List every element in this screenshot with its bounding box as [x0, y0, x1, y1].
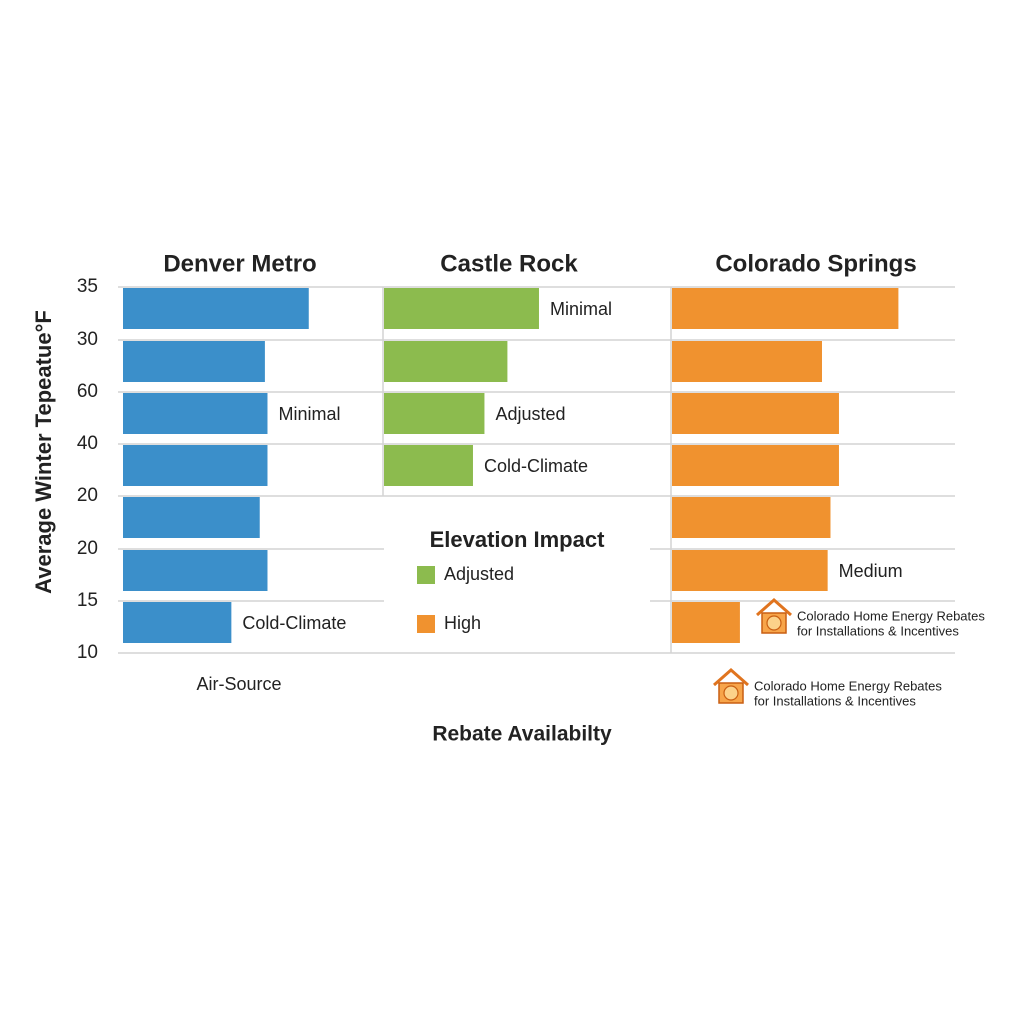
bar-label: Minimal: [550, 299, 612, 319]
y-tick-label: 20: [77, 485, 98, 506]
y-tick-label: 20: [77, 538, 98, 559]
coin: [723, 685, 739, 701]
note-text: Colorado Home Energy Rebates: [754, 678, 942, 693]
panel-footer: Air-Source: [196, 674, 281, 694]
bar: [123, 550, 268, 591]
bar: [123, 393, 268, 434]
bar: [672, 497, 831, 538]
bar-label: Minimal: [278, 404, 340, 424]
legend-swatch: [417, 615, 435, 633]
bar-label: Cold-Climate: [484, 456, 588, 476]
y-tick-label: 30: [77, 329, 98, 350]
legend-title: Elevation Impact: [430, 527, 606, 552]
bar: [384, 393, 485, 434]
house-icon: [713, 667, 749, 704]
x-axis-label: Rebate Availabilty: [432, 723, 612, 746]
note-text: Colorado Home Energy Rebates: [797, 608, 985, 623]
bar: [123, 602, 232, 643]
y-tick-label: 35: [77, 276, 98, 297]
bar-label: Medium: [839, 561, 903, 581]
panel-title: Colorado Springs: [715, 250, 916, 277]
y-tick-label: 60: [77, 381, 98, 402]
bar: [672, 445, 839, 486]
bar-label: Cold-Climate: [242, 613, 346, 633]
house-roof: [713, 667, 749, 687]
bar: [123, 445, 268, 486]
house-roof: [756, 597, 792, 617]
bar: [672, 393, 839, 434]
legend-label: Adjusted: [444, 564, 514, 584]
bar: [123, 288, 309, 329]
note-text: for Installations & Incentives: [797, 623, 959, 638]
bar: [123, 341, 265, 382]
y-axis-label: Average Winter Tepeatue°F: [31, 310, 56, 594]
panel-title: Castle Rock: [440, 250, 578, 277]
bar: [672, 602, 740, 643]
legend-swatch: [417, 566, 435, 584]
coin: [766, 615, 782, 631]
bar: [123, 497, 260, 538]
bar: [672, 341, 822, 382]
legend-label: High: [444, 613, 481, 633]
note-text: for Installations & Incentives: [754, 693, 916, 708]
y-tick-label: 10: [77, 642, 98, 663]
bar: [384, 288, 539, 329]
y-tick-label: 40: [77, 433, 98, 454]
bar: [672, 550, 828, 591]
y-tick-label: 15: [77, 590, 98, 611]
bar-label: Adjusted: [495, 404, 565, 424]
panel-title: Denver Metro: [163, 250, 316, 277]
bar: [384, 445, 473, 486]
bar: [384, 341, 508, 382]
bar: [672, 288, 899, 329]
house-icon: [756, 597, 792, 634]
